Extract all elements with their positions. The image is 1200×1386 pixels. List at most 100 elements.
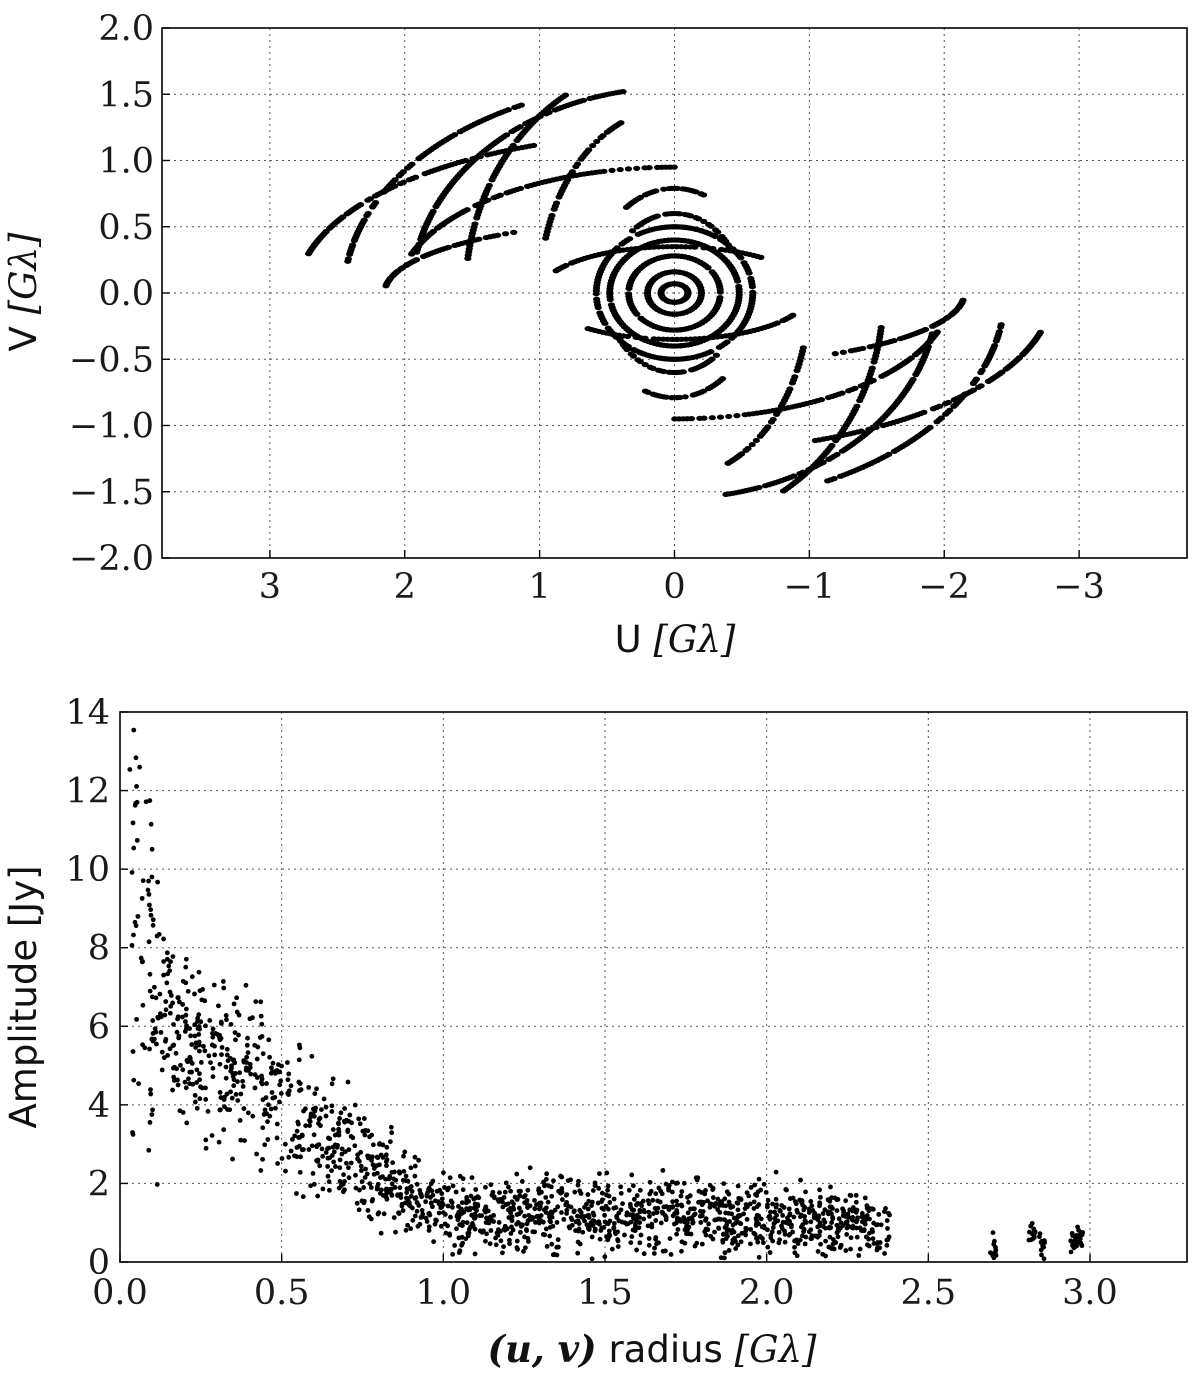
amp-point <box>547 1212 552 1218</box>
uv-point <box>599 133 607 139</box>
amp-y-tick-label: 10 <box>65 850 110 890</box>
uv-point <box>625 291 633 297</box>
amp-point <box>314 1144 320 1150</box>
amp-point <box>254 1056 260 1062</box>
amp-point <box>183 1006 189 1012</box>
amp-point <box>522 1234 527 1240</box>
uv-point <box>704 230 712 236</box>
amp-point <box>568 1204 574 1210</box>
amp-point <box>686 1224 692 1230</box>
amp-point <box>544 1171 550 1177</box>
uv-point <box>928 323 937 329</box>
amp-point <box>149 994 155 1000</box>
uv-point <box>568 169 577 175</box>
amp-point <box>508 1210 514 1216</box>
amp-point <box>259 1081 265 1087</box>
amp-point <box>178 1062 183 1068</box>
amp-point <box>794 1207 800 1213</box>
amp-point <box>830 1237 836 1242</box>
amp-point <box>828 1184 833 1190</box>
amp-point <box>278 1091 284 1096</box>
amp-point <box>439 1204 445 1210</box>
amp-point <box>552 1207 558 1213</box>
amp-point <box>231 1077 237 1083</box>
amp-point <box>792 1199 798 1205</box>
amp-point <box>266 1037 272 1043</box>
uv-point <box>691 244 699 250</box>
amp-point <box>323 1104 329 1110</box>
amp-point <box>197 1096 203 1102</box>
amp-point <box>666 1187 672 1193</box>
amp-point <box>472 1251 478 1257</box>
amp-point <box>367 1181 373 1187</box>
amp-point <box>311 1181 317 1187</box>
amp-point <box>348 1160 354 1166</box>
uv-point <box>685 225 694 231</box>
amp-point <box>347 1112 353 1118</box>
amp-point <box>512 1194 518 1200</box>
amp-point <box>224 1052 230 1058</box>
amp-point <box>641 1251 647 1257</box>
amp-point <box>266 1102 271 1108</box>
amp-point <box>267 1054 273 1060</box>
amp-point <box>843 1248 849 1253</box>
uv-point <box>975 384 983 390</box>
amp-point <box>207 1017 213 1023</box>
uv-point <box>692 226 700 232</box>
amp-point <box>233 1092 239 1097</box>
amp-point <box>359 1198 365 1204</box>
amp-point <box>674 1210 680 1216</box>
amp-point <box>148 907 154 913</box>
amp-point <box>835 1234 841 1240</box>
amp-point <box>637 1187 643 1193</box>
amp-y-tick-label: 14 <box>65 693 110 733</box>
amp-x-tick-label: 3.0 <box>1062 1273 1118 1313</box>
amp-point <box>560 1197 565 1202</box>
uv-point <box>724 460 732 466</box>
amp-point <box>147 1120 153 1125</box>
amp-point <box>645 1198 651 1204</box>
uv-points <box>305 88 1044 498</box>
amp-point <box>464 1220 470 1226</box>
uv-point <box>687 367 696 373</box>
uv-point <box>879 422 887 429</box>
amp-point <box>780 1219 786 1225</box>
amp-point <box>690 1220 696 1225</box>
amp-point <box>784 1187 789 1193</box>
amp-point <box>792 1244 797 1250</box>
amp-point <box>130 1131 136 1137</box>
amp-point <box>488 1228 494 1233</box>
uv-point <box>933 419 941 425</box>
amp-point <box>592 1183 598 1188</box>
amp-point <box>167 1046 173 1052</box>
amp-point <box>262 1107 268 1113</box>
amp-point <box>516 1188 522 1194</box>
amp-point <box>1068 1249 1074 1255</box>
uv-point <box>942 411 950 417</box>
amp-point <box>405 1222 410 1228</box>
amp-point <box>855 1215 860 1221</box>
amp-point <box>221 1127 227 1133</box>
amp-point <box>192 1022 198 1028</box>
amp-point <box>469 1175 475 1181</box>
amp-point <box>615 1244 621 1249</box>
amp-point <box>589 1203 594 1209</box>
amp-point <box>841 1213 847 1219</box>
uv-point <box>619 88 627 95</box>
amp-point <box>717 1203 723 1208</box>
amp-point <box>590 1188 596 1193</box>
amp-point <box>541 1179 546 1185</box>
uv-point <box>779 488 788 494</box>
amp-point <box>549 1193 555 1199</box>
amp-point <box>296 1079 302 1085</box>
amp-point <box>159 1049 165 1055</box>
amp-point <box>270 1060 276 1066</box>
amp-point <box>603 1203 609 1209</box>
amp-point <box>886 1234 892 1240</box>
uv-point <box>502 132 511 138</box>
uv-point <box>668 395 676 401</box>
amp-point <box>339 1146 345 1152</box>
uv-point <box>391 183 399 189</box>
amp-x-tick-label: 1.0 <box>415 1273 471 1313</box>
amp-point <box>757 1233 763 1239</box>
